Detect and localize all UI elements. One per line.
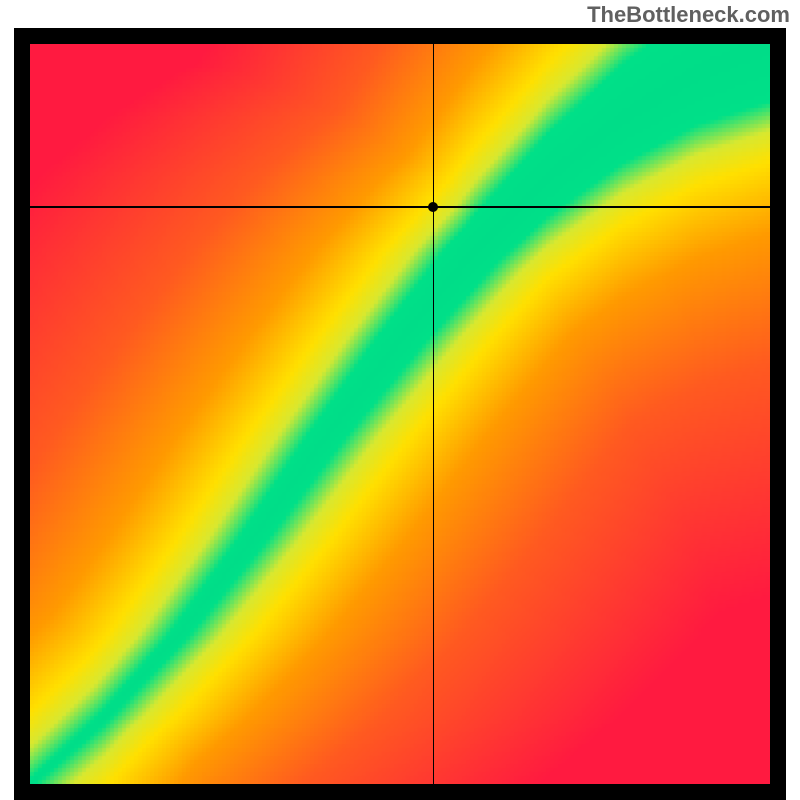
crosshair-horizontal bbox=[30, 206, 770, 208]
crosshair-vertical bbox=[433, 44, 435, 784]
heatmap-plot bbox=[30, 44, 770, 784]
crosshair-dot bbox=[428, 202, 438, 212]
chart-frame bbox=[14, 28, 786, 800]
heatmap-canvas bbox=[30, 44, 770, 784]
attribution-text: TheBottleneck.com bbox=[587, 2, 790, 28]
